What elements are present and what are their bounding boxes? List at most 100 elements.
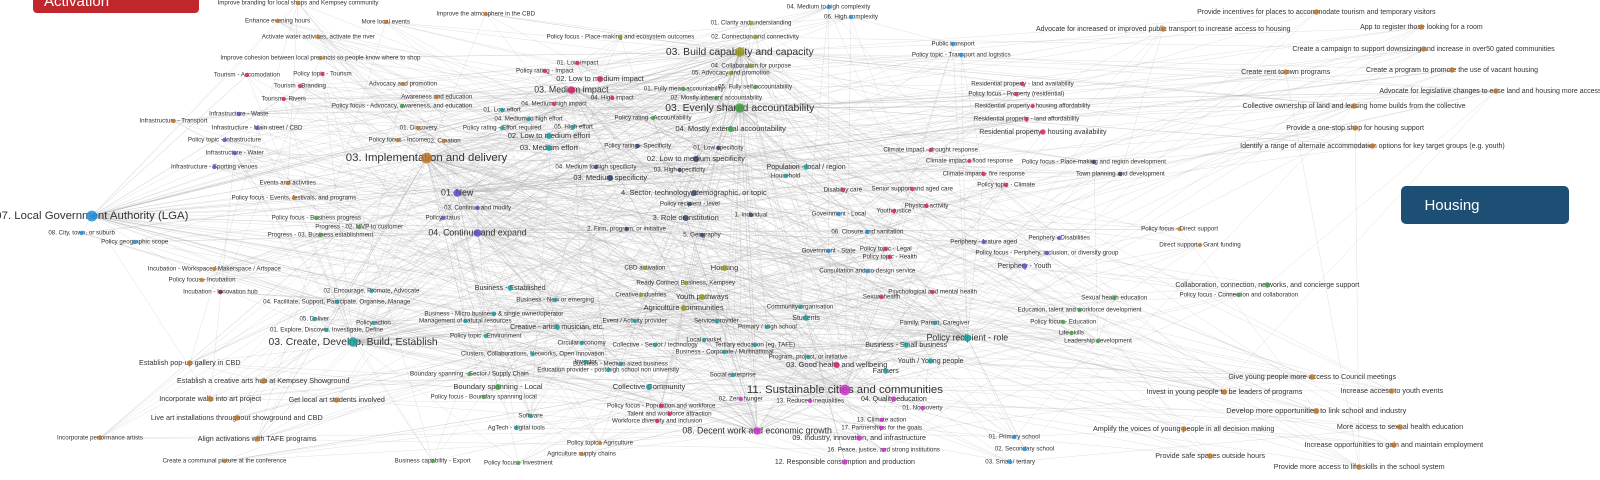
node: Policy topic - Climate: [977, 182, 1035, 189]
edge: [320, 234, 845, 391]
edge: [620, 16, 852, 38]
edge: [336, 51, 740, 303]
node: Amplify the voices of young people in al…: [1093, 424, 1274, 433]
edge: [739, 51, 1355, 107]
edge: [287, 2, 299, 184]
edge: [426, 157, 890, 258]
edge: [739, 107, 933, 293]
edge: [91, 149, 931, 217]
edge: [210, 320, 717, 400]
edge: [426, 97, 717, 159]
node: Policy geographic scope: [101, 239, 169, 246]
edge: [750, 22, 1395, 446]
node: Policy topic - Environment: [450, 333, 522, 340]
edge: [573, 126, 609, 371]
edge: [739, 107, 968, 339]
edge: [173, 51, 740, 122]
edge: [257, 184, 1007, 440]
edge: [732, 107, 741, 376]
node: Increase access to youth events: [1340, 386, 1443, 395]
edge: [385, 21, 740, 109]
edge: [373, 117, 654, 324]
node-dot: [879, 425, 884, 431]
edge: [336, 192, 458, 401]
edge: [571, 89, 843, 191]
edge: [693, 107, 741, 194]
node: 02. Encourage, Promote, Advocate: [323, 288, 420, 295]
edge: [961, 54, 1496, 92]
node-dot: [692, 156, 699, 162]
edge: [257, 127, 398, 141]
edge: [457, 69, 1453, 194]
node: 05. Advocacy and promotion: [692, 70, 771, 77]
edge: [799, 160, 970, 308]
node: Policy topic - Tourism: [293, 71, 351, 78]
node: 02. Zero hunger: [719, 396, 763, 403]
edge: [530, 415, 601, 444]
edge: [739, 51, 846, 463]
edge: [1014, 428, 1184, 438]
edge: [739, 51, 1392, 392]
node-dot: [421, 152, 432, 164]
edge: [316, 88, 684, 219]
edge: [91, 74, 248, 217]
edge: [426, 157, 478, 234]
node-dot: [434, 94, 439, 100]
node-dot: [765, 324, 770, 330]
edge: [263, 380, 894, 400]
edge: [889, 43, 954, 258]
edge: [595, 166, 1121, 175]
edge: [754, 36, 846, 391]
edge: [528, 118, 890, 258]
edge: [316, 217, 758, 432]
node: Infrastructure - Water: [206, 150, 264, 157]
node: Provide incentives for places to accommo…: [1197, 9, 1436, 16]
edge: [493, 313, 809, 358]
edge: [485, 237, 1060, 337]
edge: [730, 128, 809, 358]
edge: [189, 166, 597, 364]
node: 04. Mostly external accountability: [675, 124, 786, 133]
edge: [257, 107, 740, 129]
edge: [757, 430, 1015, 438]
node-dot: [903, 342, 909, 348]
edge: [297, 2, 556, 301]
edge: [320, 234, 533, 355]
node: AgTech - digital tools: [488, 425, 545, 432]
node-dot: [701, 337, 707, 343]
node-dot: [1352, 125, 1358, 131]
edge: [755, 36, 1424, 50]
node: Improve cohesion between local precincts…: [220, 55, 421, 62]
edge: [371, 232, 478, 292]
node-dot: [1397, 424, 1403, 430]
node-dot: [1061, 319, 1066, 325]
edge: [385, 21, 968, 339]
node: Psychological and mental health: [888, 289, 977, 296]
edge: [477, 207, 752, 216]
node: Life skills: [1059, 330, 1084, 337]
edge: [516, 389, 845, 429]
edge: [403, 51, 740, 85]
edge: [81, 232, 758, 432]
edge: [320, 57, 884, 451]
node: Periphery - feature aged: [950, 239, 1017, 246]
edge: [353, 90, 1496, 343]
edge: [189, 362, 1211, 457]
node-dot: [467, 371, 472, 377]
edge: [352, 107, 740, 343]
edge: [652, 117, 758, 432]
edge: [485, 335, 621, 365]
node-dot: [567, 86, 576, 94]
node-dot: [348, 337, 358, 347]
edge: [371, 290, 968, 339]
edge: [477, 51, 740, 234]
edge: [850, 16, 954, 45]
edge: [91, 51, 740, 217]
edge: [220, 291, 1098, 342]
node: Advocate for increased or improved publi…: [1036, 26, 1291, 33]
node: Policy rating - Accountability: [615, 115, 693, 122]
edge: [189, 232, 478, 364]
edge: [844, 389, 1015, 438]
edge: [371, 11, 1317, 292]
edge: [297, 2, 427, 159]
